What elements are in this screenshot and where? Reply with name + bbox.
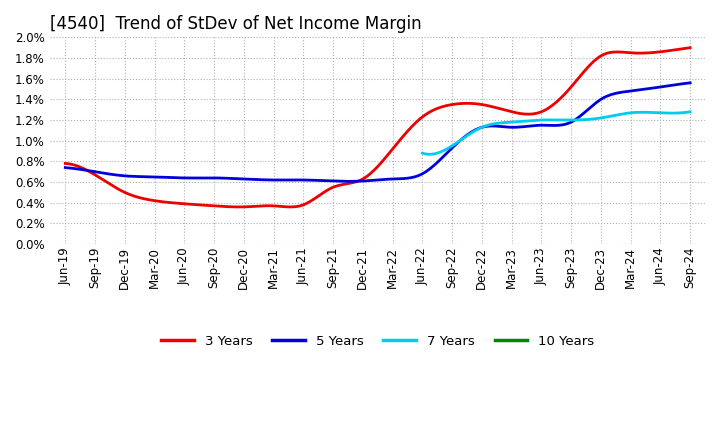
7 Years [582,117,591,122]
Legend: 3 Years, 5 Years, 7 Years, 10 Years: 3 Years, 5 Years, 7 Years, 10 Years [156,329,600,353]
7 Years [686,109,695,114]
Text: [4540]  Trend of StDev of Net Income Margin: [4540] Trend of StDev of Net Income Marg… [50,15,422,33]
3 Years [235,204,243,209]
3 Years [435,105,444,110]
7 Years [426,152,434,157]
3 Years [446,102,454,107]
7 Years [418,150,427,156]
7 Years [419,151,428,156]
Line: 7 Years: 7 Years [423,112,690,154]
3 Years [433,106,441,111]
7 Years [577,117,586,122]
5 Years [345,179,354,184]
7 Years [578,117,587,122]
5 Years [590,102,598,107]
3 Years [61,161,70,166]
5 Years [629,88,638,93]
Line: 5 Years: 5 Years [66,83,690,181]
5 Years [61,165,70,170]
7 Years [662,110,670,116]
3 Years [629,50,638,55]
5 Years [435,158,444,163]
5 Years [446,147,454,153]
3 Years [590,59,598,64]
3 Years [686,45,695,50]
5 Years [63,165,72,170]
7 Years [644,110,653,115]
5 Years [433,160,441,165]
Line: 3 Years: 3 Years [66,48,690,207]
5 Years [686,80,695,85]
3 Years [63,161,72,166]
